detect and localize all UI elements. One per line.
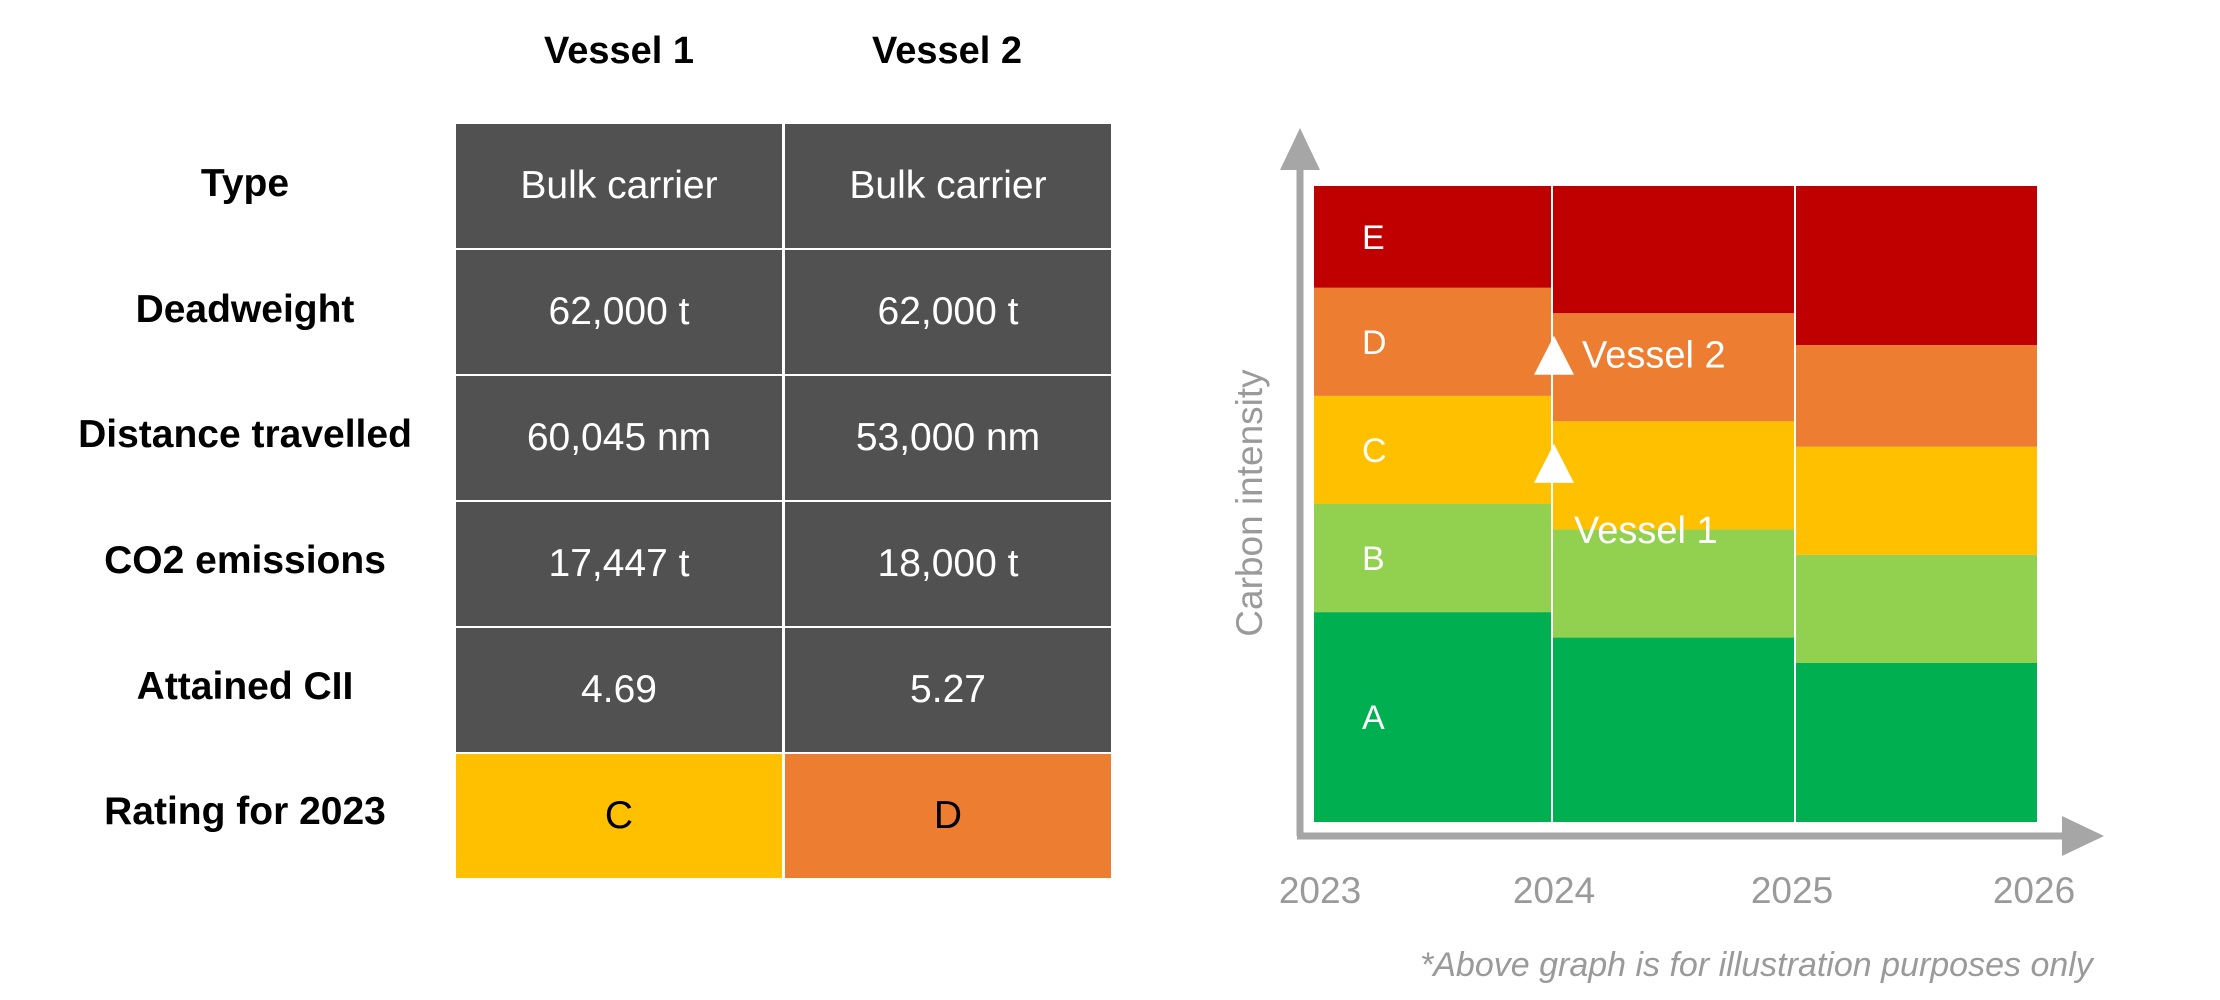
band-A-2023 <box>1314 612 1552 822</box>
band-D-2025 <box>1795 345 2037 447</box>
band-C-2023 <box>1314 395 1552 504</box>
band-D-2023 <box>1314 287 1552 396</box>
cell-rating-vessel-2: D <box>785 754 1111 878</box>
row-label-deadweight: Deadweight <box>135 288 355 331</box>
x-tick-labels: 2023 2024 2025 2026 <box>1279 870 2075 911</box>
cell-co2-vessel-1: 17,447 t <box>456 502 782 626</box>
band-C-2024 <box>1552 421 1795 530</box>
band-E-2023 <box>1314 186 1552 288</box>
x-tick-label: 2024 <box>1513 870 1595 911</box>
y-axis-title: Carbon intensity <box>1229 369 1270 637</box>
cell-rating-vessel-1: C <box>456 754 782 878</box>
row-label-rating: Rating for 2023 <box>104 790 386 833</box>
marker-vessel-2-icon <box>1534 335 1574 375</box>
cell-cii-vessel-2: 5.27 <box>785 628 1111 752</box>
band-B-2024 <box>1552 529 1795 638</box>
row-label-co2: CO2 emissions <box>104 539 386 582</box>
band-label-E: E <box>1362 219 1385 257</box>
x-tick-label: 2026 <box>1993 870 2075 911</box>
band-C-2025 <box>1795 446 2037 555</box>
band-B-2023 <box>1314 504 1552 613</box>
band-labels: A B C D E <box>1362 219 1387 737</box>
row-label-type: Type <box>200 162 290 205</box>
x-tick-label: 2025 <box>1751 870 1833 911</box>
column-header-vessel-1: Vessel 1 <box>543 30 695 72</box>
x-axis-arrow-icon <box>2062 816 2104 856</box>
column-header-vessel-2: Vessel 2 <box>871 30 1023 72</box>
marker-vessel-1-icon <box>1534 443 1574 483</box>
chart-axes <box>1280 128 2104 856</box>
vessel-markers: Vessel 1 Vessel 2 <box>1534 335 1726 552</box>
band-label-B: B <box>1362 540 1385 578</box>
cell-cii-vessel-1: 4.69 <box>456 628 782 752</box>
band-D-2024 <box>1552 313 1795 422</box>
band-B-2025 <box>1795 554 2037 663</box>
band-E-2024 <box>1552 186 1795 314</box>
band-label-A: A <box>1362 699 1385 737</box>
row-label-attained-cii: Attained CII <box>136 665 354 708</box>
cell-deadweight-vessel-1: 62,000 t <box>456 250 782 374</box>
row-label-distance: Distance travelled <box>78 413 412 456</box>
marker-label-vessel-2: Vessel 2 <box>1582 335 1726 377</box>
illustration-footnote: *Above graph is for illustration purpose… <box>1420 946 2093 984</box>
cell-distance-vessel-2: 53,000 nm <box>785 376 1111 500</box>
band-A-2024 <box>1552 637 1795 822</box>
y-axis-arrow-icon <box>1280 128 1320 170</box>
rating-bands <box>1314 186 2037 822</box>
band-label-C: C <box>1362 432 1387 470</box>
x-tick-label: 2023 <box>1279 870 1361 911</box>
cell-distance-vessel-1: 60,045 nm <box>456 376 782 500</box>
cell-type-vessel-2: Bulk carrier <box>785 124 1111 248</box>
marker-label-vessel-1: Vessel 1 <box>1574 510 1718 552</box>
band-label-D: D <box>1362 324 1387 362</box>
cell-type-vessel-1: Bulk carrier <box>456 124 782 248</box>
band-E-2025 <box>1795 186 2037 345</box>
year-dividers <box>1551 186 1796 822</box>
cell-co2-vessel-2: 18,000 t <box>785 502 1111 626</box>
band-A-2025 <box>1795 663 2037 822</box>
cell-deadweight-vessel-2: 62,000 t <box>785 250 1111 374</box>
